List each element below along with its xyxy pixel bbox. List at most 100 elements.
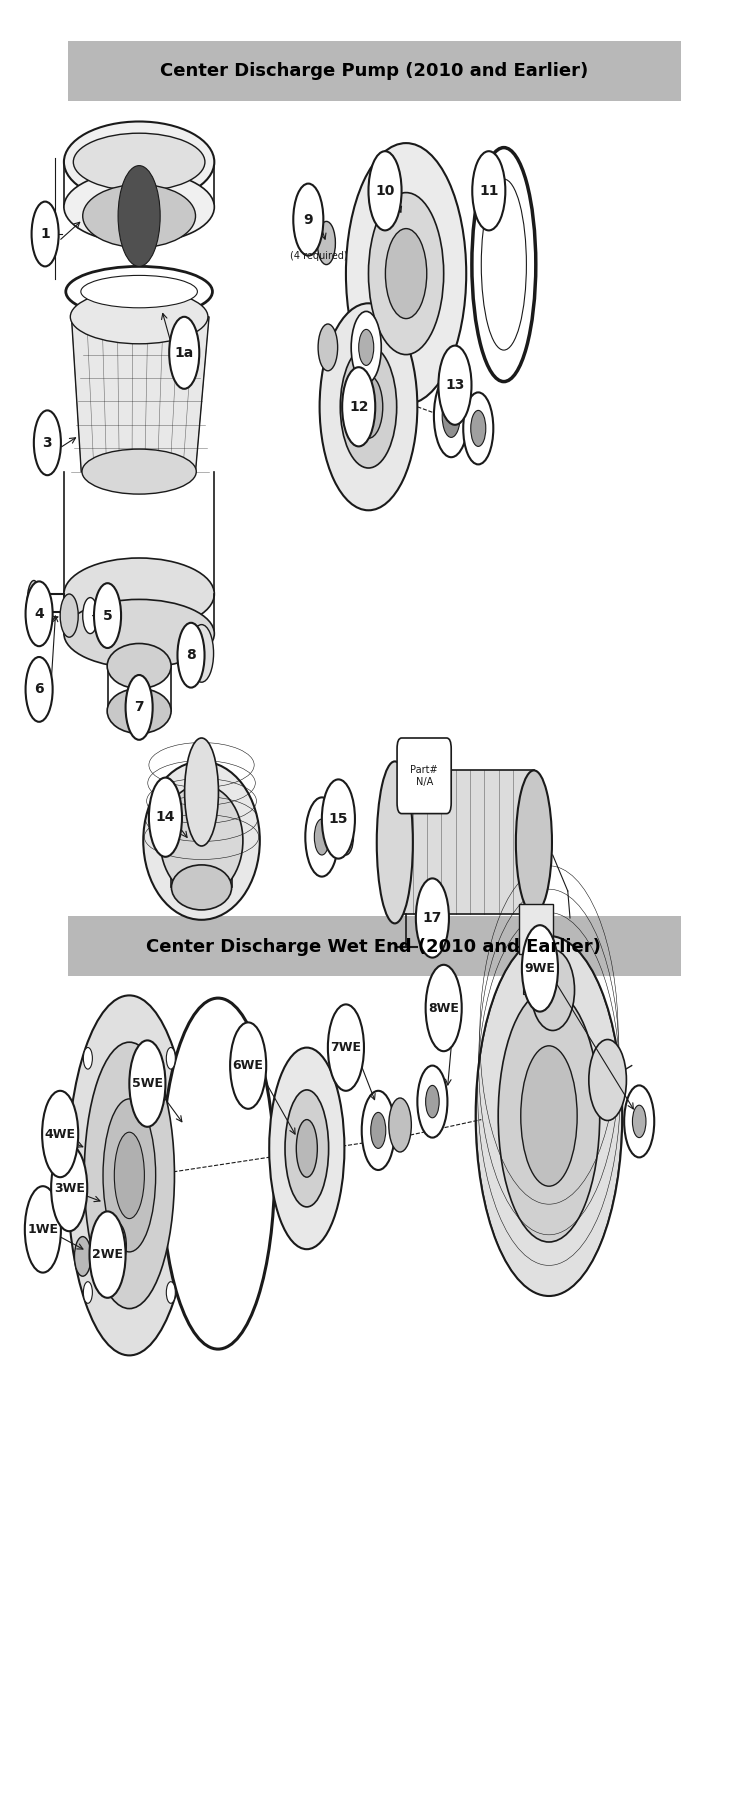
- Text: Center Discharge Wet End (2010 and Earlier): Center Discharge Wet End (2010 and Earli…: [147, 938, 601, 956]
- Ellipse shape: [340, 346, 397, 468]
- FancyBboxPatch shape: [395, 770, 534, 914]
- Text: 17: 17: [423, 911, 442, 925]
- Circle shape: [32, 202, 59, 266]
- Text: 15: 15: [329, 812, 348, 826]
- Ellipse shape: [520, 1046, 578, 1186]
- Text: 7: 7: [135, 700, 144, 715]
- FancyBboxPatch shape: [68, 41, 681, 101]
- Circle shape: [25, 1186, 61, 1273]
- Ellipse shape: [84, 1042, 174, 1309]
- Circle shape: [51, 1145, 87, 1231]
- Text: 11: 11: [479, 184, 499, 198]
- Circle shape: [389, 1098, 411, 1152]
- Circle shape: [471, 410, 486, 446]
- Ellipse shape: [481, 180, 526, 351]
- Ellipse shape: [346, 144, 466, 405]
- Text: 9: 9: [304, 212, 313, 227]
- Text: 3: 3: [43, 436, 52, 450]
- Ellipse shape: [66, 266, 212, 317]
- Text: 2WE: 2WE: [92, 1247, 123, 1262]
- Circle shape: [314, 819, 329, 855]
- Ellipse shape: [67, 995, 191, 1355]
- Ellipse shape: [296, 1120, 317, 1177]
- Text: 1WE: 1WE: [27, 1222, 59, 1237]
- Circle shape: [632, 1105, 646, 1138]
- Circle shape: [371, 1112, 386, 1148]
- Ellipse shape: [516, 770, 552, 914]
- Circle shape: [351, 311, 381, 383]
- Ellipse shape: [64, 122, 214, 203]
- Text: 7WE: 7WE: [330, 1040, 362, 1055]
- Ellipse shape: [320, 302, 417, 511]
- Ellipse shape: [71, 290, 208, 344]
- Circle shape: [434, 374, 468, 457]
- Circle shape: [426, 1085, 439, 1118]
- Ellipse shape: [160, 785, 243, 896]
- Circle shape: [83, 598, 98, 634]
- Text: 4: 4: [35, 607, 44, 621]
- Text: 9WE: 9WE: [524, 961, 556, 976]
- Ellipse shape: [114, 1132, 144, 1219]
- Circle shape: [293, 184, 323, 256]
- Circle shape: [83, 1282, 92, 1303]
- Circle shape: [60, 594, 78, 637]
- Circle shape: [118, 166, 160, 266]
- Ellipse shape: [107, 644, 171, 688]
- Circle shape: [169, 317, 199, 389]
- Circle shape: [149, 778, 182, 857]
- Ellipse shape: [499, 990, 600, 1242]
- Circle shape: [338, 819, 353, 855]
- Text: 13: 13: [445, 378, 465, 392]
- Circle shape: [417, 1066, 447, 1138]
- Ellipse shape: [589, 1040, 626, 1120]
- Ellipse shape: [74, 133, 205, 191]
- Text: 14: 14: [156, 810, 175, 824]
- Text: 1: 1: [41, 227, 50, 241]
- Circle shape: [322, 779, 355, 859]
- Circle shape: [317, 221, 335, 265]
- Circle shape: [442, 394, 460, 437]
- Circle shape: [362, 1091, 395, 1170]
- Circle shape: [129, 1040, 165, 1127]
- Ellipse shape: [82, 448, 196, 493]
- Ellipse shape: [285, 1089, 329, 1208]
- Circle shape: [26, 581, 53, 646]
- Ellipse shape: [162, 997, 274, 1350]
- Text: 8: 8: [186, 648, 196, 662]
- Ellipse shape: [377, 761, 413, 923]
- Circle shape: [26, 657, 53, 722]
- Circle shape: [463, 392, 493, 464]
- Circle shape: [166, 1282, 175, 1303]
- Ellipse shape: [531, 950, 575, 1030]
- Ellipse shape: [185, 738, 218, 846]
- Ellipse shape: [64, 558, 214, 630]
- Ellipse shape: [64, 599, 214, 668]
- Circle shape: [83, 1048, 92, 1069]
- Text: 6: 6: [35, 682, 44, 697]
- Circle shape: [94, 583, 121, 648]
- FancyBboxPatch shape: [68, 916, 681, 976]
- Circle shape: [328, 1004, 364, 1091]
- Circle shape: [368, 151, 402, 230]
- Text: 5WE: 5WE: [132, 1076, 163, 1091]
- Text: 10: 10: [375, 184, 395, 198]
- Polygon shape: [71, 317, 209, 472]
- Circle shape: [230, 1022, 266, 1109]
- Text: 1a: 1a: [174, 346, 194, 360]
- Circle shape: [472, 151, 505, 230]
- Circle shape: [342, 367, 375, 446]
- Ellipse shape: [171, 866, 232, 911]
- Ellipse shape: [143, 761, 260, 920]
- FancyBboxPatch shape: [519, 904, 553, 954]
- Text: 3WE: 3WE: [53, 1181, 85, 1195]
- Text: 5: 5: [103, 608, 112, 623]
- Ellipse shape: [103, 1098, 156, 1253]
- Ellipse shape: [83, 185, 196, 247]
- FancyBboxPatch shape: [523, 972, 544, 994]
- Ellipse shape: [386, 229, 427, 319]
- Ellipse shape: [81, 275, 197, 308]
- Circle shape: [177, 623, 205, 688]
- Circle shape: [624, 1085, 654, 1157]
- Circle shape: [318, 324, 338, 371]
- Ellipse shape: [64, 171, 214, 243]
